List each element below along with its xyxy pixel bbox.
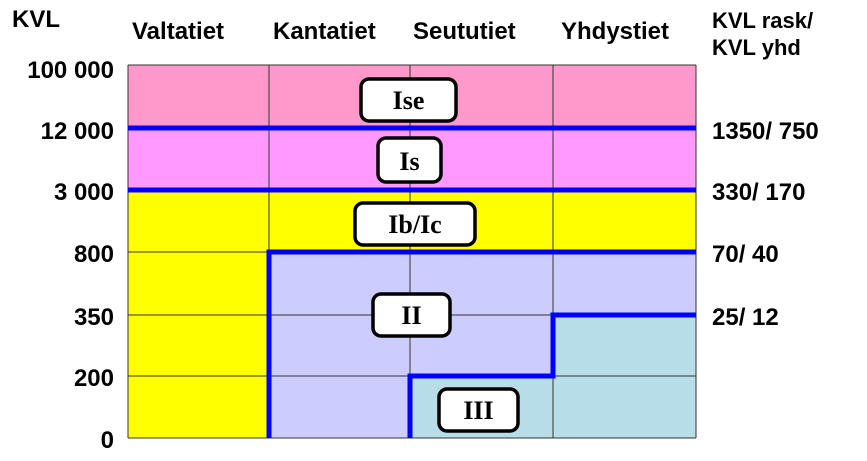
svg-text:Ib/Ic: Ib/Ic <box>388 210 441 239</box>
region-ib-ic-lower <box>128 252 269 438</box>
y-tick-label: 200 <box>73 365 114 392</box>
y-tick-label: 12 000 <box>40 118 114 145</box>
y-tick-label: 350 <box>73 304 114 331</box>
right-tick-label: 1350/ 750 <box>712 118 819 145</box>
class-label-is: Is <box>376 136 443 184</box>
right-axis-title-line1: KVL rask/ <box>712 8 814 33</box>
class-label-ise: Ise <box>359 77 458 123</box>
column-header-valtatiet: Valtatiet <box>132 18 225 45</box>
column-header-yhdystiet: Yhdystiet <box>561 18 670 45</box>
y-tick-label: 800 <box>73 241 114 268</box>
boundary-ii-iii <box>407 312 696 438</box>
boundary-ib-ii <box>266 249 696 438</box>
class-label-iii: III <box>437 387 520 433</box>
svg-text:II: II <box>401 301 421 330</box>
column-header-kantatiet: Kantatiet <box>273 18 376 45</box>
class-label-ib-ic: Ib/Ic <box>353 201 477 247</box>
right-tick-label: 25/ 12 <box>712 304 779 331</box>
right-tick-label: 70/ 40 <box>712 241 779 268</box>
y-tick-label: 100 000 <box>27 57 114 84</box>
y-tick-label: 3 000 <box>53 179 114 206</box>
svg-text:Ise: Ise <box>393 86 425 115</box>
right-tick-label: 330/ 170 <box>712 179 806 206</box>
column-header-seututiet: Seututiet <box>413 18 516 45</box>
right-axis-title-line2: KVL yhd <box>712 35 801 60</box>
class-label-ii: II <box>371 292 452 338</box>
class-boundaries <box>128 125 696 438</box>
svg-text:Is: Is <box>399 147 419 176</box>
left-axis-title: KVL <box>12 6 60 33</box>
svg-text:III: III <box>463 396 493 425</box>
y-tick-label: 0 <box>100 427 114 454</box>
